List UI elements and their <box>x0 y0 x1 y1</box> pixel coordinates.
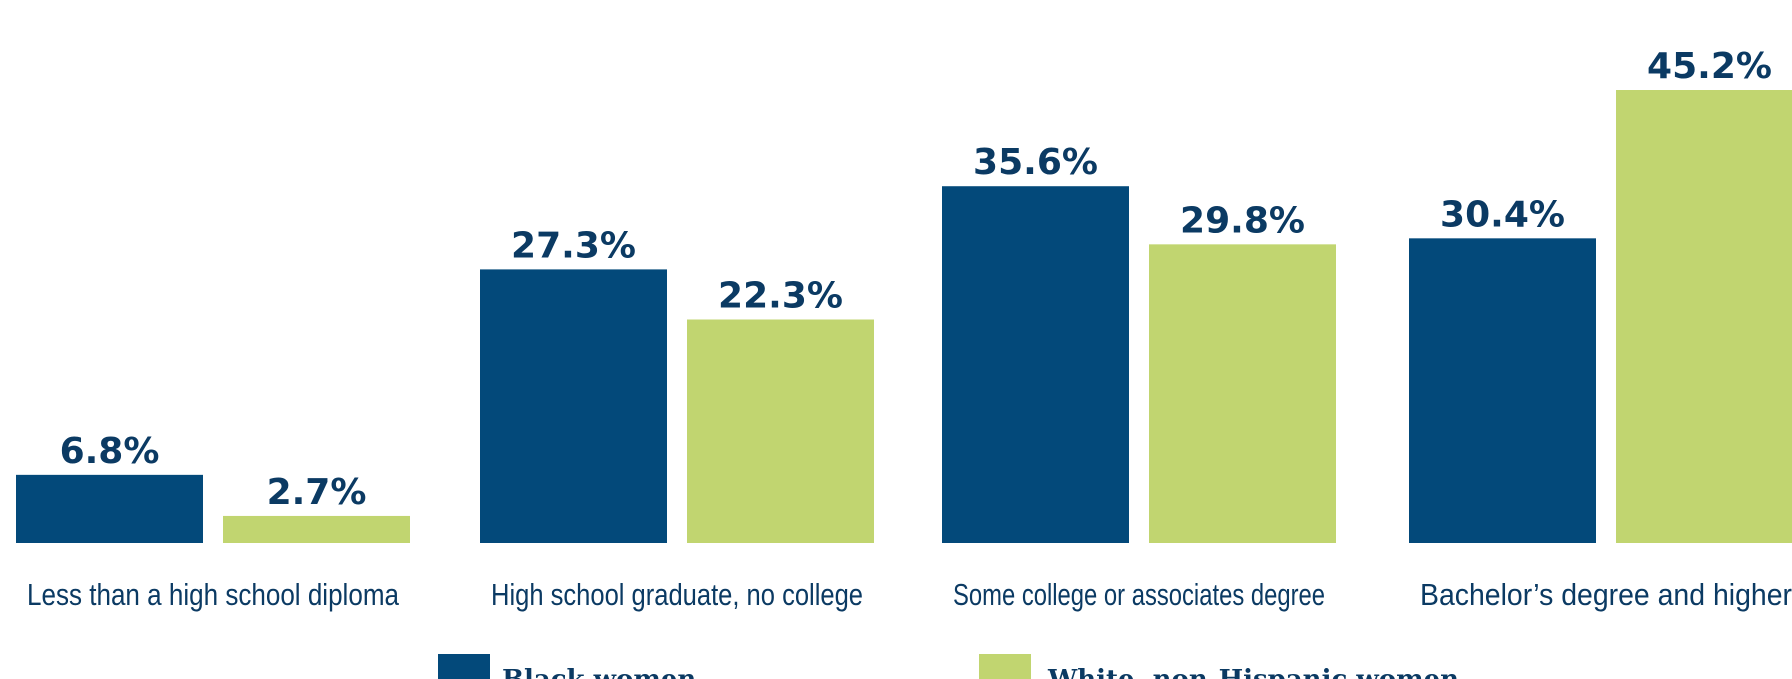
bar-black-women-high-school-graduate-no-college <box>480 269 667 543</box>
value-label-white-non-hispanic-women-some-college-or-associates-degree: 29.8% <box>1180 200 1305 241</box>
value-label-white-non-hispanic-women-high-school-graduate-no-college: 22.3% <box>718 276 843 317</box>
category-label-bachelor-s-degree-and-higher: Bachelor’s degree and higher <box>1420 577 1792 612</box>
bar-black-women-bachelor-s-degree-and-higher <box>1409 238 1596 543</box>
category-label-less-than-a-high-school-diploma: Less than a high school diploma <box>27 577 400 612</box>
bar-white-non-hispanic-women-high-school-graduate-no-college <box>687 319 874 543</box>
value-label-white-non-hispanic-women-less-than-a-high-school-diploma: 2.7% <box>267 472 367 513</box>
bar-black-women-less-than-a-high-school-diploma <box>16 474 203 543</box>
value-label-black-women-some-college-or-associates-degree: 35.6% <box>973 142 1098 183</box>
legend-label-black-women: Black women <box>502 665 696 679</box>
bar-white-non-hispanic-women-bachelor-s-degree-and-higher <box>1616 90 1792 543</box>
value-label-black-women-less-than-a-high-school-diploma: 6.8% <box>60 431 160 472</box>
bar-white-non-hispanic-women-less-than-a-high-school-diploma <box>223 515 410 543</box>
value-label-black-women-high-school-graduate-no-college: 27.3% <box>511 225 636 266</box>
bar-white-non-hispanic-women-some-college-or-associates-degree <box>1149 244 1336 544</box>
legend: Black women White, non-Hispanic women <box>438 654 1459 679</box>
value-label-white-non-hispanic-women-bachelor-s-degree-and-higher: 45.2% <box>1647 46 1772 87</box>
value-labels-group: 6.8% 2.7% 27.3% 22.3% 35.6% 29.8% 30.4% 45.2% <box>60 46 1772 513</box>
category-labels-group: Less than a high school diploma High scho… <box>27 577 1792 612</box>
legend-swatch-black-women <box>438 654 490 679</box>
category-label-high-school-graduate-no-college: High school graduate, no college <box>491 577 863 612</box>
legend-label-white-non-hispanic-women: White, non-Hispanic women <box>1047 665 1459 679</box>
bar-black-women-some-college-or-associates-degree <box>942 186 1129 543</box>
bars-group <box>16 90 1792 544</box>
legend-swatch-white-non-hispanic-women <box>979 654 1031 679</box>
value-label-black-women-bachelor-s-degree-and-higher: 30.4% <box>1440 194 1565 235</box>
category-label-some-college-or-associates-degree: Some college or associates degree <box>953 577 1325 612</box>
